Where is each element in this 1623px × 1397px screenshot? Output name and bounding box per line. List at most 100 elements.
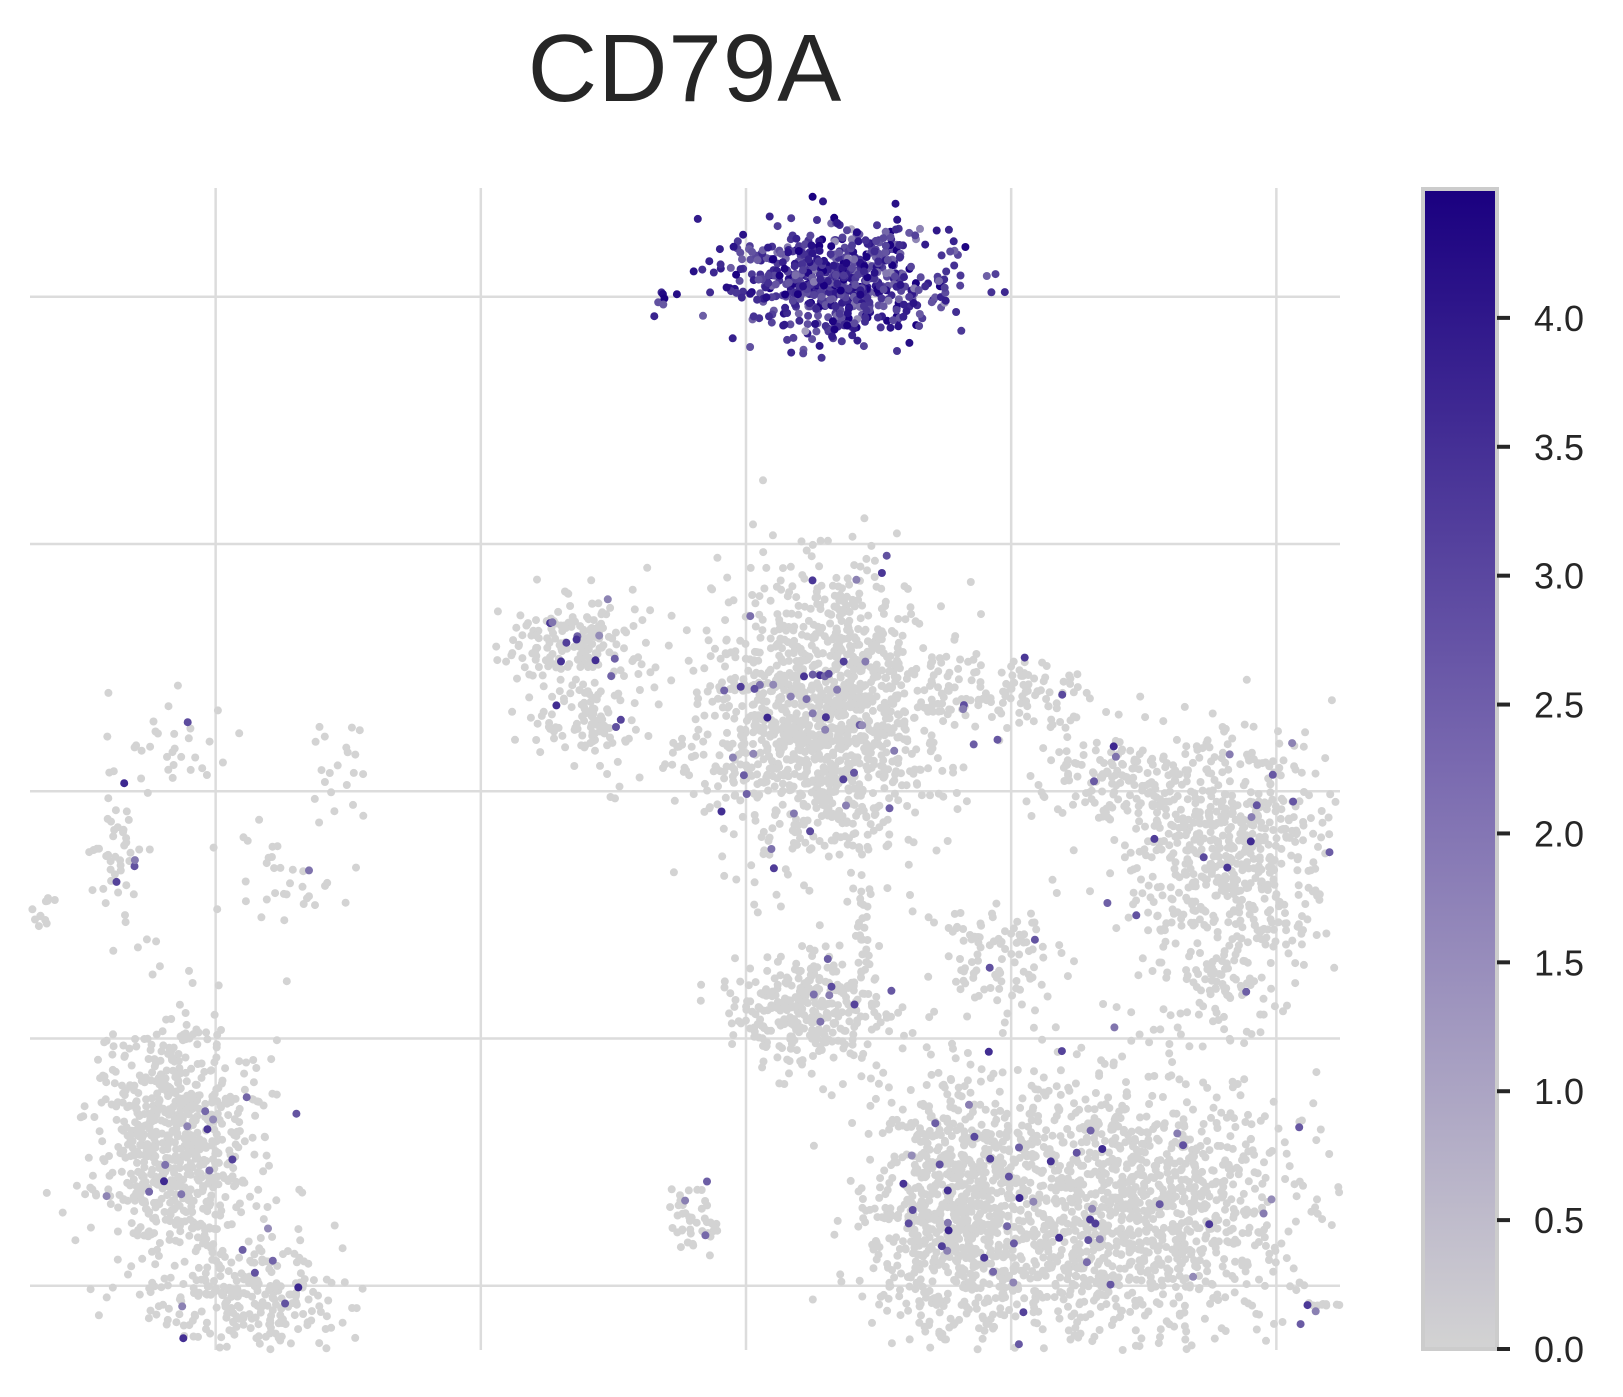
cell-point (1169, 1202, 1177, 1211)
cell-point (589, 709, 598, 718)
cell-point (1240, 879, 1249, 888)
cell-point (1138, 889, 1147, 898)
cell-point (1033, 1094, 1042, 1103)
cell-point (999, 1159, 1007, 1168)
cell-point (925, 1126, 934, 1135)
cell-point (544, 662, 553, 671)
cell-point (768, 764, 776, 773)
cell-point (904, 860, 913, 869)
cell-point (975, 1324, 983, 1333)
cell-point (673, 742, 682, 751)
cell-point (972, 1304, 981, 1313)
cell-point (829, 1053, 838, 1062)
cell-point (1231, 1123, 1240, 1131)
cell-point (925, 1013, 934, 1022)
cell-point (1103, 1259, 1112, 1268)
cell-point (1068, 1279, 1077, 1288)
cell-point (794, 601, 803, 610)
cell-point (885, 714, 894, 723)
cell-point (1314, 842, 1322, 851)
cell-point (857, 887, 866, 896)
cell-point (1022, 797, 1031, 806)
cell-point (1230, 1275, 1239, 1283)
cell-point (893, 1251, 902, 1260)
cell-point (887, 1098, 896, 1107)
cell-point (1176, 1182, 1185, 1191)
cell-point (1029, 717, 1038, 726)
cell-point (1284, 816, 1293, 825)
cell-point (808, 540, 817, 549)
cell-point (1225, 1034, 1234, 1043)
cell-point (1171, 810, 1180, 819)
cell-point (1169, 909, 1178, 918)
cell-point (692, 688, 701, 697)
cell-point (1187, 1203, 1196, 1212)
cell-point (866, 1101, 875, 1110)
cell-point (567, 703, 576, 712)
cell-point (1010, 1263, 1019, 1272)
cell-point (775, 615, 784, 624)
cell-point (692, 732, 701, 741)
cell-point (1278, 1318, 1287, 1326)
cell-point (1064, 1302, 1072, 1311)
cell-point (925, 1145, 934, 1154)
cell-point (1174, 1223, 1183, 1231)
cell-point (1167, 1071, 1176, 1080)
cell-point (1067, 1196, 1076, 1205)
cell-point (869, 1264, 878, 1273)
cell-point (1221, 724, 1230, 733)
cell-point (1176, 1030, 1185, 1039)
cell-point (547, 710, 556, 719)
cell-point (736, 725, 745, 734)
cell-point (962, 1254, 970, 1263)
cell-point (1217, 1193, 1226, 1202)
cell-point (703, 786, 712, 795)
cell-point (1064, 1083, 1073, 1092)
cell-point (1230, 956, 1239, 965)
cell-point (793, 840, 801, 849)
cell-point (766, 644, 775, 653)
cell-point (798, 719, 807, 728)
cell-point (753, 648, 761, 657)
cell-point (1095, 1257, 1104, 1266)
cell-point (983, 1129, 992, 1137)
cell-point (1192, 1262, 1201, 1271)
cell-point (760, 584, 769, 593)
cell-point (1261, 758, 1270, 767)
cell-point (967, 1244, 976, 1253)
cell-point (809, 632, 818, 641)
cell-point (1052, 1186, 1060, 1195)
cell-point (1026, 974, 1035, 983)
cell-point (892, 767, 901, 776)
cell-point (766, 665, 775, 674)
cell-point (884, 1294, 893, 1303)
cell-point (777, 671, 785, 680)
cell-point (1135, 847, 1144, 856)
cell-point (1038, 942, 1047, 951)
cell-point (1134, 809, 1143, 818)
cell-point (927, 1070, 936, 1079)
cell-point (837, 745, 846, 754)
cell-point (1040, 1133, 1049, 1142)
cell-point (995, 966, 1004, 975)
cell-point (1065, 671, 1074, 680)
cell-point (1031, 691, 1040, 700)
cell-point (732, 875, 741, 884)
cell-point (796, 656, 805, 665)
cell-point (888, 757, 897, 766)
cell-point (836, 1270, 845, 1279)
cell-point (974, 701, 983, 710)
cell-point (963, 1076, 972, 1085)
cell-point (790, 1036, 799, 1045)
cell-point (808, 1295, 817, 1304)
cell-point (1159, 1005, 1168, 1014)
cell-point (921, 1207, 930, 1216)
cell-point (526, 713, 535, 722)
cell-point (1224, 918, 1233, 927)
cell-point (1205, 986, 1214, 995)
cell-point (1112, 1249, 1121, 1258)
cell-point (1010, 1205, 1019, 1214)
cell-point (1317, 807, 1326, 815)
cell-point (778, 800, 787, 809)
cell-point (604, 632, 613, 641)
